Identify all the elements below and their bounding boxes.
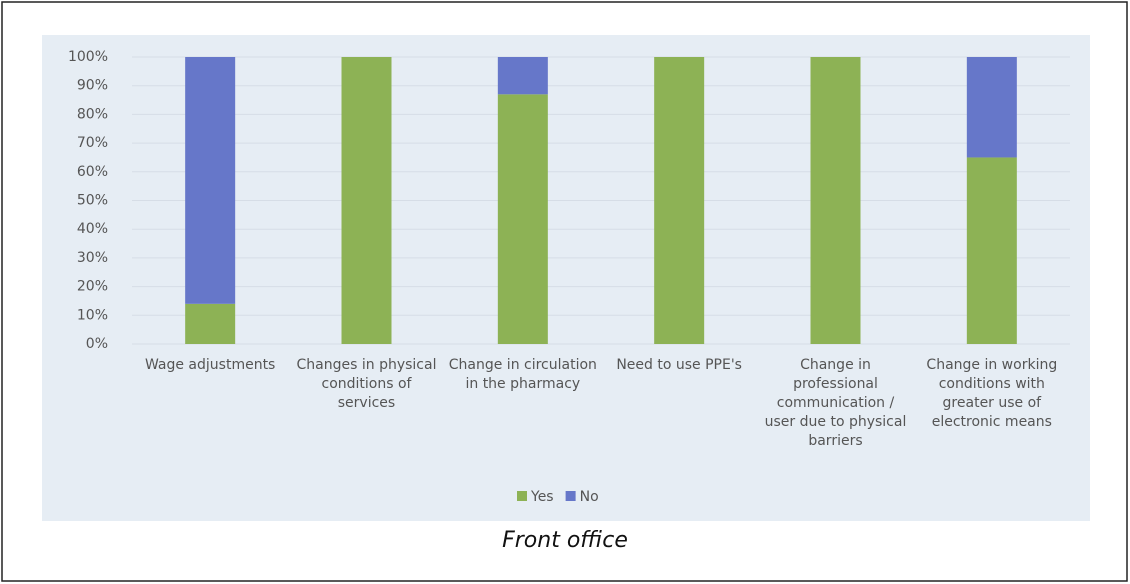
bar-segment	[497, 57, 548, 95]
bar-segment	[966, 57, 1017, 158]
bar-segment	[810, 57, 861, 344]
bar-segment	[966, 157, 1017, 344]
x-tick-label: Changes in physical conditions of servic…	[296, 357, 437, 411]
x-tick-label: Need to use PPE's	[616, 357, 742, 373]
bar-segment	[497, 94, 548, 344]
y-tick-label: 20%	[77, 279, 108, 295]
x-tick-label: Change in working conditions with greate…	[926, 357, 1058, 430]
bar-segment	[654, 57, 705, 344]
y-tick-label: 50%	[77, 193, 108, 209]
y-tick-label: 80%	[77, 106, 108, 122]
legend-swatch	[565, 491, 576, 501]
caption: Front office	[502, 528, 628, 553]
x-tick-label: Wage adjustments	[144, 357, 276, 373]
bar-segment	[185, 303, 236, 344]
y-tick-label: 70%	[77, 135, 108, 151]
y-tick-label: 10%	[77, 307, 108, 323]
bar-segment	[341, 57, 392, 344]
bar-segment	[185, 57, 236, 304]
legend-swatch	[517, 491, 527, 501]
legend-label: No	[580, 489, 599, 505]
y-tick-label: 90%	[77, 78, 108, 94]
y-tick-label: 100%	[68, 49, 108, 65]
x-tick-label: Change in professional communication / u…	[764, 357, 907, 449]
y-tick-label: 30%	[77, 250, 108, 266]
legend-label: Yes	[530, 489, 554, 505]
x-tick-label: Change in circulation in the pharmacy	[448, 357, 597, 392]
y-tick-label: 60%	[77, 164, 108, 180]
y-tick-label: 40%	[77, 221, 108, 237]
y-tick-label: 0%	[86, 336, 108, 352]
